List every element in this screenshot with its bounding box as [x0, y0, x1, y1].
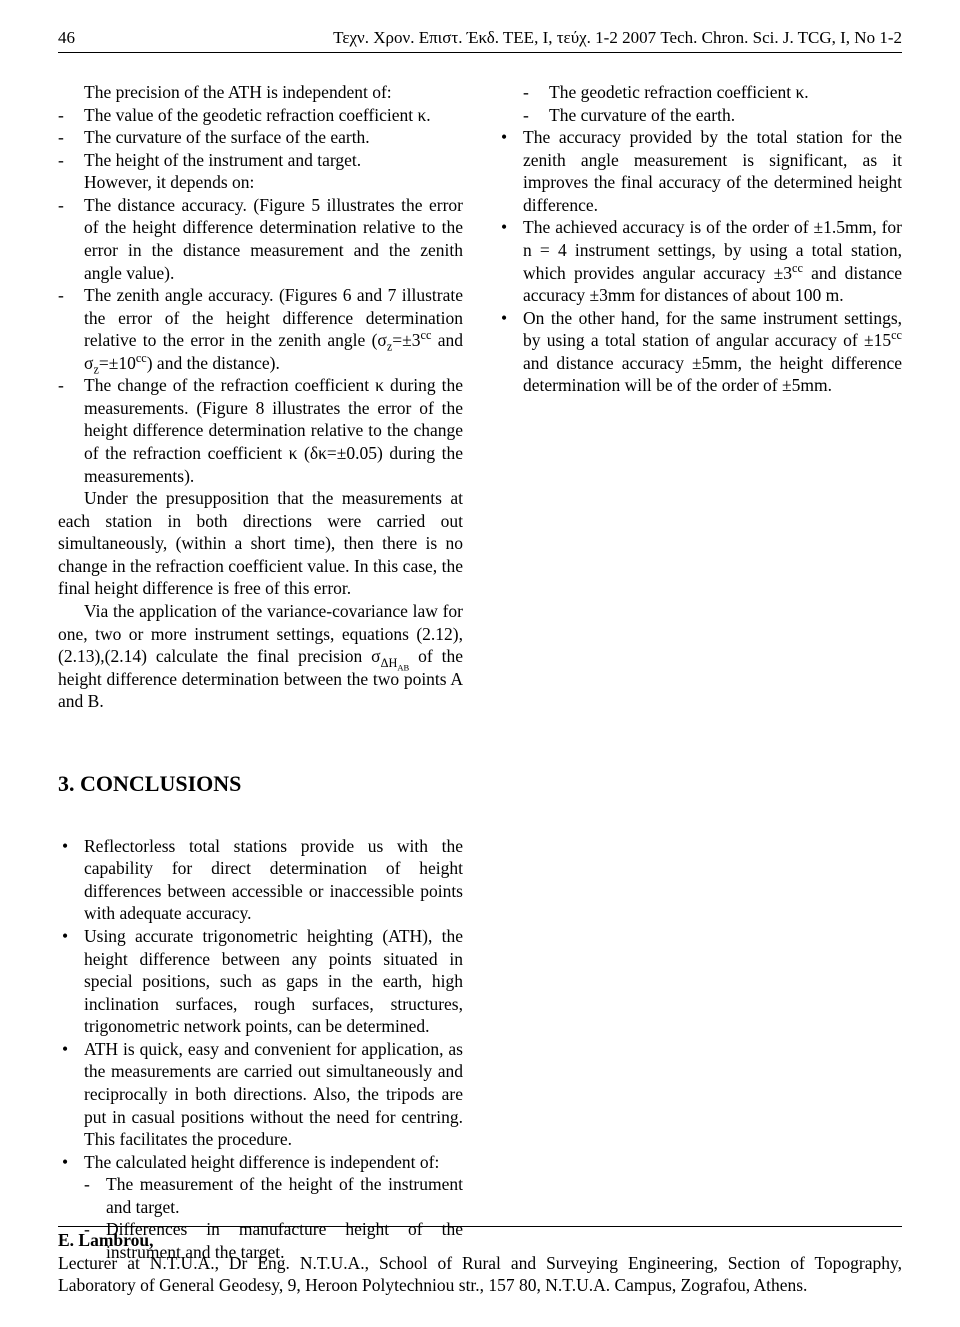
- body-paragraph: Under the presupposition that the measur…: [58, 487, 463, 600]
- intro-line: The precision of the ATH is independent …: [58, 81, 463, 104]
- list-item: ATH is quick, easy and convenient for ap…: [58, 1038, 463, 1151]
- journal-title: Τεχν. Χρον. Επιστ. Έκδ. ΤΕΕ, I, τεύχ. 1-…: [333, 28, 902, 48]
- right-dot-list: The accuracy provided by the total stati…: [497, 126, 902, 397]
- list-item: The value of the geodetic refraction coe…: [58, 104, 463, 127]
- footer-rule: [58, 1226, 902, 1227]
- running-header: 46 Τεχν. Χρον. Επιστ. Έκδ. ΤΕΕ, I, τεύχ.…: [58, 28, 902, 48]
- header-rule: [58, 52, 902, 53]
- conclusions-left-column: Reflectorless total stations provide us …: [58, 835, 463, 1264]
- list-item: The distance accuracy. (Figure 5 illustr…: [58, 194, 463, 284]
- list-item: Reflectorless total stations provide us …: [58, 835, 463, 925]
- left-column: The precision of the ATH is independent …: [58, 81, 463, 713]
- list-item: On the other hand, for the same instrume…: [497, 307, 902, 397]
- list-item-intro: The calculated height difference is inde…: [84, 1152, 439, 1172]
- author-footer: E. Lambrou, Lecturer at N.T.U.A., Dr Eng…: [58, 1226, 902, 1297]
- list-item: The height of the instrument and target.: [58, 149, 463, 172]
- author-affiliation: Lecturer at N.T.U.A., Dr Eng. N.T.U.A., …: [58, 1252, 902, 1297]
- conclusions-columns: Reflectorless total stations provide us …: [58, 835, 902, 1264]
- conclusions-right-column: [497, 835, 902, 1264]
- independent-list: The value of the geodetic refraction coe…: [58, 104, 463, 172]
- depends-list: The distance accuracy. (Figure 5 illustr…: [58, 194, 463, 487]
- page-number: 46: [58, 28, 75, 48]
- list-item: The achieved accuracy is of the order of…: [497, 216, 902, 306]
- author-name: E. Lambrou,: [58, 1229, 902, 1252]
- right-column: The geodetic refraction coefficient κ. T…: [497, 81, 902, 713]
- section-heading: 3. CONCLUSIONS: [58, 771, 902, 797]
- body-paragraph: Via the application of the variance-cova…: [58, 600, 463, 713]
- list-item: The measurement of the height of the ins…: [84, 1173, 463, 1218]
- list-item: The change of the refraction coefficient…: [58, 374, 463, 487]
- page: 46 Τεχν. Χρον. Επιστ. Έκδ. ΤΕΕ, I, τεύχ.…: [0, 0, 960, 1327]
- list-item: The curvature of the surface of the eart…: [58, 126, 463, 149]
- list-item: The curvature of the earth.: [523, 104, 902, 127]
- two-column-body: The precision of the ATH is independent …: [58, 81, 902, 713]
- list-item: The accuracy provided by the total stati…: [497, 126, 902, 216]
- right-dash-list: The geodetic refraction coefficient κ. T…: [497, 81, 902, 126]
- however-line: However, it depends on:: [58, 171, 463, 194]
- list-item: Using accurate trigonometric heighting (…: [58, 925, 463, 1038]
- list-item: The geodetic refraction coefficient κ.: [523, 81, 902, 104]
- conclusions-list: Reflectorless total stations provide us …: [58, 835, 463, 1264]
- list-item: The zenith angle accuracy. (Figures 6 an…: [58, 284, 463, 374]
